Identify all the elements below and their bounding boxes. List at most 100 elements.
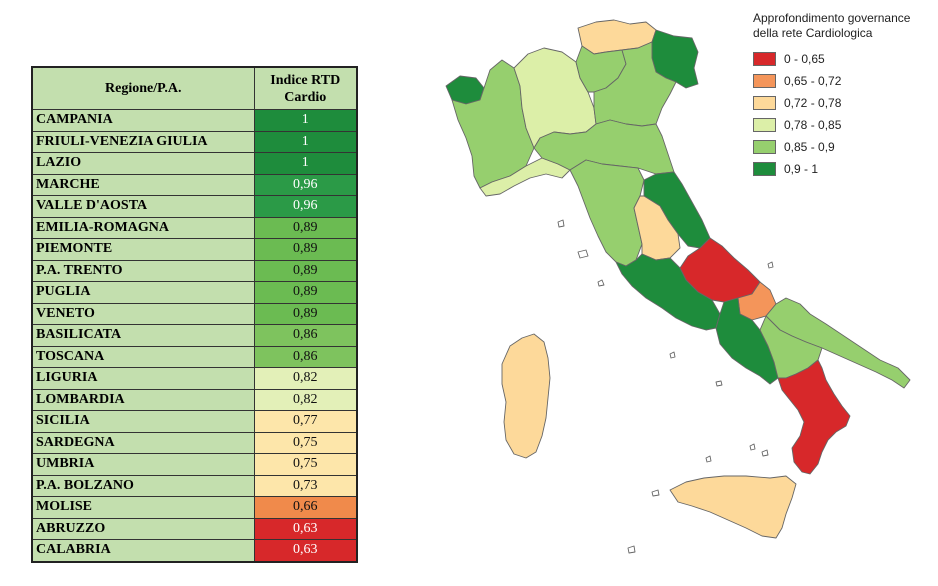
header-region: Regione/P.A. <box>31 66 255 110</box>
index-value-cell: 1 <box>253 152 358 175</box>
legend-title: Approfondimento governance della rete Ca… <box>753 11 933 41</box>
region-name-cell: P.A. TRENTO <box>31 259 255 282</box>
region-name-cell: EMILIA-ROMAGNA <box>31 216 255 239</box>
region-name-cell: BASILICATA <box>31 324 255 347</box>
region-name-cell: MOLISE <box>31 496 255 519</box>
table-row: CAMPANIA 1 <box>31 109 358 132</box>
region-name-cell: SARDEGNA <box>31 431 255 454</box>
index-value-cell: 0,63 <box>253 517 358 540</box>
index-value-cell: 1 <box>253 130 358 153</box>
map-island-giglio <box>597 279 605 287</box>
index-value-cell: 0,82 <box>253 388 358 411</box>
index-value-cell: 0,86 <box>253 324 358 347</box>
legend-label: 0,78 - 0,85 <box>784 118 842 132</box>
region-name-cell: SICILIA <box>31 410 255 433</box>
region-name-cell: VENETO <box>31 302 255 325</box>
table-row: LIGURIA 0,82 <box>31 367 358 390</box>
index-value-cell: 0,96 <box>253 195 358 218</box>
map-island-pantelleria <box>627 545 636 554</box>
map-region-lazio[interactable] <box>615 253 721 331</box>
table-row: FRIULI-VENEZIA GIULIA 1 <box>31 130 358 153</box>
region-name-cell: ABRUZZO <box>31 517 255 540</box>
table-row: MOLISE 0,66 <box>31 496 358 519</box>
index-value-cell: 0,82 <box>253 367 358 390</box>
table-header-row: Regione/P.A. Indice RTD Cardio <box>31 66 358 110</box>
table-row: SARDEGNA 0,75 <box>31 431 358 454</box>
index-value-cell: 0,75 <box>253 431 358 454</box>
map-island-ponza <box>669 351 676 359</box>
header-index: Indice RTD Cardio <box>253 66 358 110</box>
legend-item-065-072: 0,65 - 0,72 <box>753 70 933 92</box>
index-value-cell: 1 <box>253 109 358 132</box>
region-name-cell: FRIULI-VENEZIA GIULIA <box>31 130 255 153</box>
table-row: ABRUZZO 0,63 <box>31 517 358 540</box>
region-name-cell: PIEMONTE <box>31 238 255 261</box>
legend-label: 0 - 0,65 <box>784 52 825 66</box>
map-island-capraia <box>557 219 565 228</box>
index-value-cell: 0,86 <box>253 345 358 368</box>
table-row: VALLE D'AOSTA 0,96 <box>31 195 358 218</box>
legend-swatch <box>753 162 776 176</box>
legend-item-072-078: 0,72 - 0,78 <box>753 92 933 114</box>
map-island-capri <box>715 380 723 387</box>
header-index-line2: Cardio <box>284 89 327 105</box>
table-row: UMBRIA 0,75 <box>31 453 358 476</box>
legend-item-085-09: 0,85 - 0,9 <box>753 136 933 158</box>
table-row: CALABRIA 0,63 <box>31 539 358 562</box>
map-island-aeolian-1 <box>761 449 769 457</box>
index-value-cell: 0,66 <box>253 496 358 519</box>
table-row: SICILIA 0,77 <box>31 410 358 433</box>
index-value-cell: 0,89 <box>253 259 358 282</box>
legend-swatch <box>753 96 776 110</box>
index-value-cell: 0,89 <box>253 302 358 325</box>
legend-swatch <box>753 140 776 154</box>
index-value-cell: 0,77 <box>253 410 358 433</box>
legend-item-078-085: 0,78 - 0,85 <box>753 114 933 136</box>
index-value-cell: 0,89 <box>253 238 358 261</box>
index-value-cell: 0,96 <box>253 173 358 196</box>
legend-swatch <box>753 74 776 88</box>
index-value-cell: 0,63 <box>253 539 358 562</box>
map-island-egadi <box>651 489 660 497</box>
region-name-cell: UMBRIA <box>31 453 255 476</box>
legend-label: 0,9 - 1 <box>784 162 819 176</box>
map-region-sicilia[interactable] <box>669 475 797 539</box>
legend-label: 0,72 - 0,78 <box>784 96 842 110</box>
region-name-cell: PUGLIA <box>31 281 255 304</box>
index-value-cell: 0,89 <box>253 281 358 304</box>
region-name-cell: CALABRIA <box>31 539 255 562</box>
table-row: LOMBARDIA 0,82 <box>31 388 358 411</box>
index-value-cell: 0,73 <box>253 474 358 497</box>
table-row: P.A. TRENTO 0,89 <box>31 259 358 282</box>
map-region-toscana[interactable] <box>569 159 645 267</box>
map-region-sardegna[interactable] <box>501 333 551 459</box>
legend-label: 0,65 - 0,72 <box>784 74 842 88</box>
map-region-calabria[interactable] <box>777 359 851 475</box>
table-row: TOSCANA 0,86 <box>31 345 358 368</box>
index-value-cell: 0,89 <box>253 216 358 239</box>
table-body: CAMPANIA 1 FRIULI-VENEZIA GIULIA 1 LAZIO 1 MAR… <box>31 109 358 562</box>
legend-title-line1: Approfondimento governance <box>753 11 911 25</box>
rtd-index-table: Regione/P.A. Indice RTD Cardio CAMPANIA 1… <box>31 66 358 563</box>
table-row: BASILICATA 0,86 <box>31 324 358 347</box>
table-row: MARCHE 0,96 <box>31 173 358 196</box>
table-row: P.A. BOLZANO 0,73 <box>31 474 358 497</box>
index-value-cell: 0,75 <box>253 453 358 476</box>
table-row: PIEMONTE 0,89 <box>31 238 358 261</box>
region-name-cell: LIGURIA <box>31 367 255 390</box>
legend-swatch <box>753 52 776 66</box>
legend-swatch <box>753 118 776 132</box>
map-island-elba <box>577 249 589 259</box>
italy-map <box>430 8 930 578</box>
region-name-cell: CAMPANIA <box>31 109 255 132</box>
region-name-cell: LOMBARDIA <box>31 388 255 411</box>
map-region-liguria[interactable] <box>479 157 571 197</box>
map-island-ustica <box>705 455 712 463</box>
region-name-cell: MARCHE <box>31 173 255 196</box>
header-index-line1: Indice RTD <box>270 72 341 88</box>
table-row: VENETO 0,89 <box>31 302 358 325</box>
italy-map-svg <box>445 19 911 554</box>
map-island-tremiti <box>767 261 774 269</box>
table-row: LAZIO 1 <box>31 152 358 175</box>
region-name-cell: LAZIO <box>31 152 255 175</box>
